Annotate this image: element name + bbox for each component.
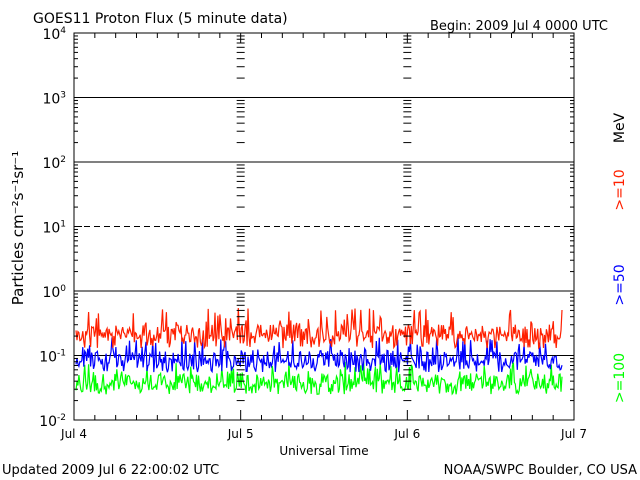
- y-tick-label: 103: [42, 91, 66, 108]
- series-line: [75, 361, 563, 396]
- y-tick-label: 104: [42, 26, 66, 43]
- series-line: [75, 307, 563, 350]
- threshold-lines: [74, 97, 574, 356]
- x-tick-label: Jul 4: [60, 427, 87, 441]
- y-tick-label: 10-2: [39, 413, 66, 430]
- x-tick-label: Jul 5: [227, 427, 254, 441]
- x-tick-label: Jul 6: [393, 427, 420, 441]
- y-tick-label: 101: [42, 220, 66, 237]
- axis-ticks: [73, 33, 575, 421]
- legend-label: >=10: [612, 169, 628, 210]
- y-tick-label: 10-1: [39, 349, 66, 366]
- y-tick-label: 102: [42, 155, 66, 172]
- legend-label: >=100: [612, 353, 628, 403]
- series-group: [75, 307, 563, 396]
- chart-title: GOES11 Proton Flux (5 minute data): [33, 11, 288, 27]
- x-tick-labels: Jul 4 Jul 5 Jul 6 Jul 7: [60, 427, 587, 441]
- begin-time-label: Begin: 2009 Jul 4 0000 UTC: [430, 19, 608, 34]
- series-line: [75, 337, 563, 374]
- legend-label: MeV: [612, 112, 628, 143]
- y-tick-label: 100: [42, 284, 66, 301]
- x-axis-label: Universal Time: [279, 444, 368, 458]
- updated-timestamp: Updated 2009 Jul 6 22:00:02 UTC: [2, 463, 219, 478]
- legend-label: >=50: [612, 264, 628, 305]
- source-credit: NOAA/SWPC Boulder, CO USA: [444, 463, 637, 478]
- y-tick-labels: 104 103 102 101 100 10-1 10-2: [39, 26, 66, 430]
- energy-legend: MeV >=10 >=50 >=100: [612, 112, 628, 403]
- x-tick-label: Jul 7: [560, 427, 587, 441]
- y-axis-label: Particles cm⁻²s⁻¹sr⁻¹: [9, 151, 27, 305]
- plot-frame: [73, 32, 575, 421]
